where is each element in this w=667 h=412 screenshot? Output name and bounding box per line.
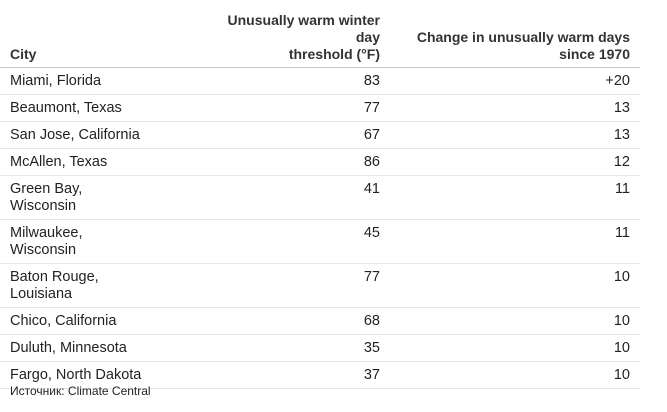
- change-cell: +20: [390, 67, 640, 95]
- city-cell: Milwaukee, Wisconsin: [0, 219, 195, 264]
- city-cell: San Jose, California: [0, 121, 195, 149]
- threshold-cell: 41: [195, 175, 390, 220]
- city-cell: Duluth, Minnesota: [0, 334, 195, 362]
- table-row: McAllen, Texas 86 12: [0, 148, 640, 176]
- table-row: Baton Rouge, Louisiana 77 10: [0, 263, 640, 308]
- threshold-cell: 35: [195, 334, 390, 362]
- change-cell: 10: [390, 263, 640, 308]
- threshold-cell: 67: [195, 121, 390, 149]
- table-row: Milwaukee, Wisconsin 45 11: [0, 219, 640, 264]
- city-name-line: Beaumont, Texas: [10, 100, 122, 116]
- table-row: Green Bay, Wisconsin 41 11: [0, 175, 640, 220]
- threshold-cell: 45: [195, 219, 390, 264]
- city-cell: McAllen, Texas: [0, 148, 195, 176]
- change-cell: 13: [390, 121, 640, 149]
- city-name-line: San Jose, California: [10, 127, 140, 143]
- table-row: Miami, Florida 83 +20: [0, 67, 640, 95]
- threshold-cell: 77: [195, 263, 390, 308]
- city-cell: Fargo, North Dakota: [0, 361, 195, 389]
- city-name-line: Duluth, Minnesota: [10, 340, 127, 356]
- header-row: City Unusually warm winter day threshold…: [0, 8, 640, 68]
- city-name-line: Baton Rouge,: [10, 269, 99, 285]
- city-name-line: Wisconsin: [10, 242, 77, 258]
- source-note: Источник: Climate Central: [10, 384, 151, 398]
- city-cell: Beaumont, Texas: [0, 94, 195, 122]
- table-row: Chico, California 68 10: [0, 307, 640, 335]
- city-cell: Green Bay, Wisconsin: [0, 175, 195, 220]
- city-name-line: Green Bay,: [10, 181, 83, 197]
- column-header-change-line-2: since 1970: [559, 46, 630, 62]
- change-cell: 10: [390, 307, 640, 335]
- city-cell: Baton Rouge, Louisiana: [0, 263, 195, 308]
- table-row: Beaumont, Texas 77 13: [0, 94, 640, 122]
- table-row: Duluth, Minnesota 35 10: [0, 334, 640, 362]
- city-cell: Chico, California: [0, 307, 195, 335]
- city-name-line: Wisconsin: [10, 198, 77, 214]
- column-header-change: Change in unusually warm days since 1970: [390, 8, 640, 68]
- city-name-line: Milwaukee,: [10, 225, 83, 241]
- data-table: City Unusually warm winter day threshold…: [0, 8, 640, 389]
- table-row: San Jose, California 67 13: [0, 121, 640, 149]
- change-cell: 13: [390, 94, 640, 122]
- change-cell: 12: [390, 148, 640, 176]
- change-cell: 10: [390, 361, 640, 389]
- column-header-change-line-1: Change in unusually warm days: [416, 29, 630, 45]
- column-header-threshold-line-1: Unusually warm winter day: [227, 12, 380, 45]
- column-header-threshold-line-2: threshold (°F): [288, 46, 380, 62]
- column-header-city: City: [0, 8, 195, 68]
- change-cell: 11: [390, 175, 640, 220]
- city-name-line: Louisiana: [10, 286, 73, 302]
- city-name-line: Miami, Florida: [10, 73, 102, 89]
- threshold-cell: 77: [195, 94, 390, 122]
- change-cell: 11: [390, 219, 640, 264]
- change-cell: 10: [390, 334, 640, 362]
- city-name-line: McAllen, Texas: [10, 154, 108, 170]
- threshold-cell: 83: [195, 67, 390, 95]
- city-name-line: Chico, California: [10, 313, 117, 329]
- table-body: Miami, Florida 83 +20 Beaumont, Texas 77 13 Sa…: [0, 67, 640, 389]
- threshold-cell: 68: [195, 307, 390, 335]
- city-cell: Miami, Florida: [0, 67, 195, 95]
- table-row: Fargo, North Dakota 37 10: [0, 361, 640, 389]
- threshold-cell: 37: [195, 361, 390, 389]
- column-header-threshold: Unusually warm winter day threshold (°F): [195, 8, 390, 68]
- city-name-line: Fargo, North Dakota: [10, 367, 142, 383]
- threshold-cell: 86: [195, 148, 390, 176]
